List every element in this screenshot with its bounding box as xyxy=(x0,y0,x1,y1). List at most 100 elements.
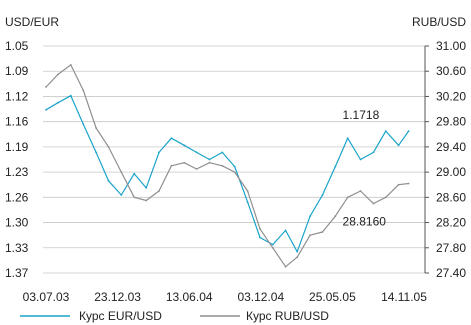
data-point xyxy=(69,94,72,97)
data-point xyxy=(246,190,249,192)
right-tick-label: 29.40 xyxy=(436,140,466,154)
left-tick-label: 1.26 xyxy=(5,190,29,204)
data-point xyxy=(407,182,410,185)
left-tick-label: 1.12 xyxy=(5,89,29,103)
data-point xyxy=(133,196,136,199)
data-point xyxy=(372,202,375,205)
data-point xyxy=(183,144,186,147)
data-point xyxy=(107,146,110,148)
right-tick-label: 27.40 xyxy=(436,266,466,280)
data-point xyxy=(296,256,299,259)
left-tick-label: 1.37 xyxy=(5,266,29,280)
data-point xyxy=(120,194,123,196)
x-tick-label: 14.11.05 xyxy=(381,290,427,304)
data-point xyxy=(397,183,400,186)
x-tick-label: 25.05.05 xyxy=(309,290,356,304)
annotations: 1.1718 28.8160 xyxy=(343,108,387,228)
data-point xyxy=(233,171,236,174)
data-point xyxy=(107,179,110,182)
data-point xyxy=(221,151,224,154)
data-point xyxy=(407,130,410,133)
grid xyxy=(43,45,425,274)
data-point xyxy=(309,215,311,218)
left-tick-label: 1.09 xyxy=(5,64,29,78)
right-tick-label: 31.00 xyxy=(436,39,466,53)
data-point xyxy=(69,64,72,66)
data-point xyxy=(397,144,400,147)
right-tick-label: 29.80 xyxy=(436,115,466,129)
data-point xyxy=(145,187,148,189)
data-point xyxy=(259,236,261,239)
data-point xyxy=(259,228,261,230)
data-point xyxy=(208,158,211,161)
left-tick-label: 1.19 xyxy=(5,140,29,154)
left-tick-label: 1.23 xyxy=(5,165,29,179)
data-point xyxy=(309,234,311,237)
left-tick-label: 1.16 xyxy=(5,115,29,129)
eur-usd-line xyxy=(45,95,410,253)
data-point xyxy=(221,164,224,167)
x-tick-label: 13.06.04 xyxy=(166,290,213,304)
data-point xyxy=(95,127,97,129)
x-axis: 03.07.03 23.12.03 13.06.04 03.12.04 25.05.05… xyxy=(23,290,428,304)
rub-usd-line xyxy=(45,64,409,268)
data-point xyxy=(170,137,173,140)
data-point xyxy=(158,190,160,192)
right-tick-label: 30.20 xyxy=(436,89,466,103)
x-tick-label: 23.12.03 xyxy=(94,290,141,304)
left-axis: 1.05 1.09 1.12 1.16 1.19 1.23 1.26 1.30 1.33 1.37… xyxy=(5,15,59,280)
data-point xyxy=(346,196,349,199)
data-point xyxy=(233,165,236,168)
data-point xyxy=(57,73,59,76)
data-point xyxy=(359,190,362,192)
data-point xyxy=(346,137,349,140)
data-point xyxy=(334,215,337,218)
data-point xyxy=(284,265,287,268)
legend: Курс EUR/USD Курс RUB/USD xyxy=(20,309,329,323)
data-point xyxy=(158,151,160,154)
data-point xyxy=(334,165,337,168)
data-point xyxy=(284,229,287,232)
data-point xyxy=(384,130,387,133)
left-tick-label: 1.30 xyxy=(5,216,29,230)
right-tick-label: 27.80 xyxy=(436,241,466,255)
data-point xyxy=(82,89,85,91)
rub-usd-last-value-label: 28.8160 xyxy=(343,214,387,228)
left-axis-title: USD/EUR xyxy=(5,15,59,29)
right-tick-label: 30.60 xyxy=(436,64,466,78)
data-point xyxy=(271,243,274,246)
x-tick-label: 03.07.03 xyxy=(23,290,70,304)
legend-label: Курс RUB/USD xyxy=(246,309,329,323)
left-tick-label: 1.05 xyxy=(5,39,29,53)
series xyxy=(45,64,410,268)
data-point xyxy=(359,158,362,161)
data-point xyxy=(296,250,299,253)
left-tick-label: 1.33 xyxy=(5,241,29,255)
data-point xyxy=(195,151,198,154)
data-point xyxy=(246,201,249,204)
right-axis-title: RUB/USD xyxy=(412,15,466,29)
data-point xyxy=(145,199,148,202)
data-point xyxy=(170,164,173,167)
data-point xyxy=(372,151,375,154)
data-point xyxy=(45,86,47,88)
data-point xyxy=(384,196,387,199)
data-point xyxy=(133,172,136,175)
right-axis: 31.00 30.60 30.20 29.80 29.40 29.00 28.60 28.20… xyxy=(412,15,466,280)
data-point xyxy=(321,231,324,233)
x-tick-label: 03.12.04 xyxy=(237,290,284,304)
data-point xyxy=(183,161,186,164)
data-point xyxy=(321,194,324,196)
eur-usd-last-value-label: 1.1718 xyxy=(343,108,380,122)
data-point xyxy=(57,101,59,104)
legend-label: Курс EUR/USD xyxy=(79,309,162,323)
data-point xyxy=(208,161,211,164)
data-point xyxy=(120,171,123,174)
data-point xyxy=(195,168,198,170)
right-tick-label: 28.20 xyxy=(436,216,466,230)
right-tick-label: 28.60 xyxy=(436,190,466,204)
data-point xyxy=(82,123,85,125)
right-tick-label: 29.00 xyxy=(436,165,466,179)
